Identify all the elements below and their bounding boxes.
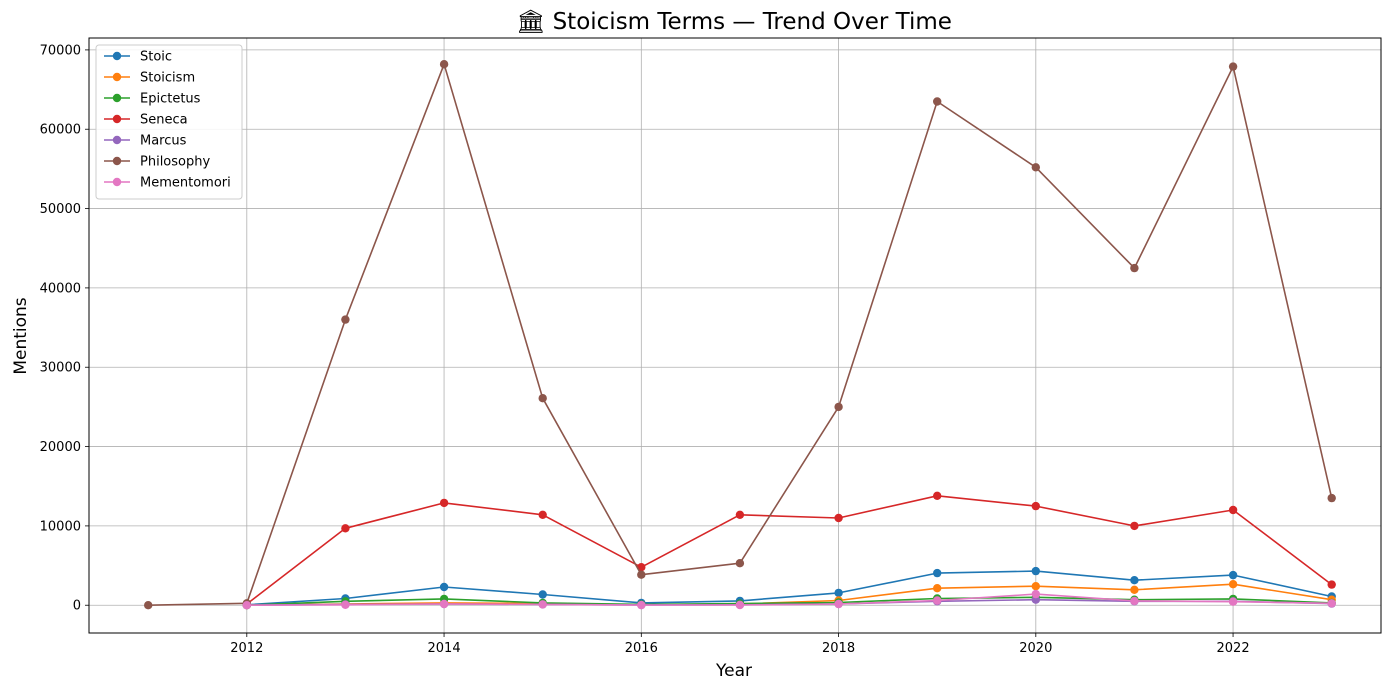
data-point	[834, 513, 843, 523]
data-point	[1130, 585, 1139, 594]
x-tick-label: 2018	[822, 641, 855, 656]
legend-label: Stoic	[140, 50, 172, 65]
data-point	[1130, 596, 1139, 606]
x-tick-label: 2016	[625, 641, 658, 656]
data-point	[933, 584, 942, 593]
y-tick-label: 50000	[40, 202, 81, 217]
data-point	[1327, 493, 1336, 503]
legend-label: Marcus	[140, 134, 187, 149]
data-point	[538, 600, 547, 609]
y-tick-label: 0	[73, 599, 81, 614]
data-point	[735, 510, 745, 519]
data-point	[1228, 580, 1238, 589]
y-tick-label: 60000	[40, 123, 81, 138]
data-point	[1327, 599, 1336, 608]
data-point	[1327, 580, 1336, 589]
data-point	[1031, 163, 1041, 172]
legend-label: Stoicism	[140, 71, 195, 86]
y-tick-label: 20000	[40, 440, 81, 455]
data-point	[1031, 589, 1041, 599]
legend-swatch-marker	[112, 93, 122, 103]
data-point	[1031, 501, 1041, 511]
data-point	[439, 599, 449, 609]
data-point	[834, 402, 843, 412]
data-point	[242, 601, 251, 610]
data-point	[834, 599, 843, 609]
legend-item: Epictetus	[104, 92, 201, 107]
legend-item: Marcus	[104, 134, 187, 149]
data-point	[538, 590, 547, 599]
data-point	[341, 315, 350, 324]
y-axis-ticks: 0 10000 20000 30000 40000 50000 60000 70000	[40, 43, 89, 614]
data-point	[1228, 597, 1238, 606]
legend-swatch-marker	[112, 135, 122, 145]
legend-item: Philosophy	[104, 155, 210, 170]
legend-label: Philosophy	[140, 155, 210, 170]
data-point	[538, 394, 547, 403]
legend-swatch-marker	[112, 51, 122, 61]
data-point	[637, 563, 646, 572]
legend-item: Stoic	[104, 50, 172, 65]
legend-swatch-marker	[112, 114, 122, 124]
x-tick-label: 2014	[428, 641, 461, 656]
data-point	[1228, 570, 1238, 580]
chart-title: 🏛 Stoicism Terms — Trend Over Time	[516, 9, 952, 35]
data-point	[1031, 566, 1041, 576]
data-point	[341, 600, 350, 609]
data-point	[439, 498, 449, 508]
data-point	[144, 601, 153, 610]
x-tick-label: 2022	[1217, 641, 1250, 656]
y-tick-label: 30000	[40, 361, 81, 376]
legend-label: Mementomori	[140, 176, 231, 191]
data-point	[735, 600, 745, 610]
data-point	[1228, 62, 1238, 71]
data-point	[735, 559, 745, 568]
legend-label: Seneca	[140, 113, 188, 128]
series-mementomori	[242, 589, 1336, 610]
data-point	[1228, 505, 1238, 515]
legend-item: Stoicism	[104, 71, 195, 86]
plot-frame	[88, 37, 1382, 634]
data-point	[1130, 521, 1139, 531]
data-point	[933, 491, 942, 500]
data-point	[439, 59, 449, 69]
series-line	[246, 570, 1332, 606]
legend-item: Seneca	[104, 113, 188, 128]
x-axis-ticks: 2012 2014 2016 2018 2020 2022	[230, 633, 1250, 656]
x-axis-label: Year	[715, 661, 752, 681]
data-point	[933, 97, 942, 106]
data-point	[933, 568, 942, 578]
legend-swatch-marker	[112, 156, 122, 166]
data-point	[1031, 582, 1041, 591]
data-point	[538, 510, 547, 519]
series-group	[144, 59, 1336, 610]
series-line	[246, 596, 1332, 606]
y-tick-label: 10000	[40, 519, 81, 534]
legend-box	[95, 44, 243, 200]
series-philosophy	[144, 59, 1336, 610]
series-seneca	[242, 491, 1336, 609]
legend-label: Epictetus	[140, 92, 201, 107]
grid-lines	[89, 38, 1381, 633]
legend-swatch-marker	[112, 72, 122, 82]
y-axis-label: Mentions	[11, 297, 31, 374]
legend: Stoic Stoicism Epictetus Seneca Marcus Philos…	[95, 44, 243, 200]
data-point	[341, 524, 350, 533]
data-point	[834, 588, 843, 598]
data-point	[933, 596, 942, 605]
legend-swatch-marker	[112, 177, 122, 187]
data-point	[1130, 263, 1139, 273]
series-line	[246, 494, 1333, 605]
data-point	[439, 582, 449, 592]
legend-item: Mementomori	[104, 176, 231, 191]
x-tick-label: 2020	[1019, 641, 1052, 656]
data-point	[637, 570, 646, 579]
x-tick-label: 2012	[230, 641, 263, 656]
y-tick-label: 70000	[40, 43, 81, 58]
y-tick-label: 40000	[40, 281, 81, 296]
series-line	[246, 593, 1332, 607]
data-point	[637, 600, 646, 610]
data-point	[1130, 576, 1139, 585]
